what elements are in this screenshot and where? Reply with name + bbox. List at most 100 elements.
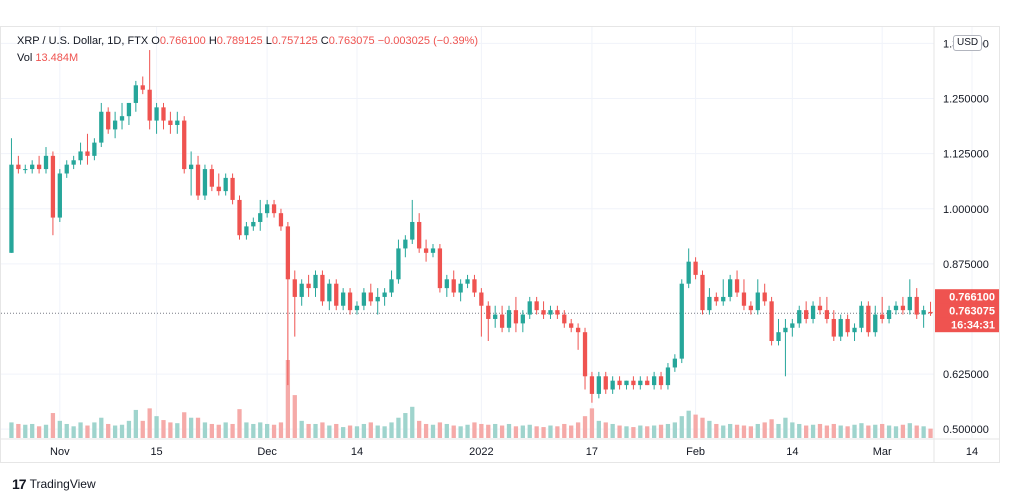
volume-bar bbox=[493, 423, 498, 438]
candle-body bbox=[852, 327, 857, 333]
open-label: O bbox=[151, 35, 160, 47]
volume-bar bbox=[638, 425, 643, 438]
volume-bar bbox=[610, 423, 615, 438]
volume-bar bbox=[548, 425, 553, 438]
candle-body bbox=[230, 177, 235, 200]
candle-body bbox=[700, 274, 705, 311]
candle-body bbox=[527, 301, 532, 315]
volume-bar bbox=[16, 423, 21, 438]
candle-body bbox=[603, 376, 608, 390]
candle-body bbox=[734, 279, 740, 293]
candle-body bbox=[147, 89, 152, 121]
volume-bar bbox=[575, 422, 581, 438]
candle-body bbox=[264, 204, 270, 214]
candle-body bbox=[831, 318, 836, 337]
currency-button[interactable]: USD bbox=[953, 35, 983, 51]
candle-body bbox=[755, 292, 760, 311]
candle-body bbox=[223, 177, 228, 192]
candle-body bbox=[36, 164, 42, 170]
volume-bar bbox=[852, 424, 857, 438]
candle-body bbox=[499, 314, 505, 328]
volume-bar bbox=[783, 417, 788, 438]
candle-body bbox=[790, 323, 795, 328]
candle-body bbox=[106, 111, 111, 130]
candle-body bbox=[886, 310, 892, 319]
candle-body bbox=[195, 164, 201, 196]
volume-bar bbox=[202, 422, 208, 438]
volume-bar bbox=[50, 413, 56, 438]
candle-body bbox=[555, 310, 560, 315]
candle-body bbox=[589, 376, 595, 394]
volume-bar bbox=[306, 423, 311, 438]
volume-bar bbox=[382, 426, 387, 438]
volume-bar bbox=[562, 423, 567, 438]
candle-body bbox=[119, 116, 125, 121]
volume-bar bbox=[285, 360, 291, 438]
candle-body bbox=[714, 296, 719, 302]
volume-bar bbox=[734, 424, 740, 438]
time-tick-label: Nov bbox=[50, 446, 70, 458]
volume-bar bbox=[99, 417, 104, 438]
volume-bar bbox=[43, 424, 49, 438]
open-price-badge-bg bbox=[935, 289, 999, 305]
candle-body bbox=[285, 226, 291, 280]
tradingview-footer[interactable]: 17 TradingView bbox=[12, 475, 96, 493]
candle-body bbox=[140, 85, 145, 90]
volume-bar bbox=[686, 410, 691, 438]
candle-body bbox=[437, 248, 443, 289]
candle-body bbox=[202, 169, 208, 196]
volume-bar bbox=[873, 424, 878, 438]
candle-body bbox=[9, 164, 14, 253]
volume-bar bbox=[886, 425, 892, 438]
candle-body bbox=[651, 376, 657, 386]
volume-bar bbox=[334, 423, 339, 438]
volume-bar bbox=[92, 422, 97, 438]
candle-body bbox=[534, 301, 539, 311]
volume-bar bbox=[707, 420, 712, 438]
time-tick-label: Feb bbox=[686, 446, 705, 458]
candle-body bbox=[451, 279, 456, 293]
volume-bar bbox=[928, 428, 933, 438]
volume-bar bbox=[209, 423, 215, 438]
volume-bar bbox=[30, 423, 35, 438]
volume-bar bbox=[430, 424, 436, 438]
candle-body bbox=[838, 318, 843, 337]
price-tick-label: 0.875000 bbox=[943, 259, 989, 271]
candle-body bbox=[258, 213, 263, 222]
price-axis: 1.3750001.2500001.1250001.0000000.875000… bbox=[943, 38, 989, 436]
candle-body bbox=[748, 305, 754, 311]
volume-bar bbox=[679, 416, 684, 438]
volume-bar bbox=[582, 416, 588, 438]
volume-bar bbox=[645, 426, 650, 438]
candle-body bbox=[541, 310, 546, 315]
volume-bar bbox=[824, 425, 830, 438]
volume-bar bbox=[790, 422, 795, 438]
candle-body bbox=[762, 292, 767, 302]
candle-body bbox=[479, 292, 484, 306]
volume-bar bbox=[389, 422, 394, 438]
volume-bar bbox=[368, 422, 373, 438]
candle-body bbox=[382, 292, 387, 297]
volume-bar bbox=[472, 422, 477, 438]
candle-body bbox=[569, 323, 574, 328]
candle-body bbox=[444, 279, 449, 289]
volume-bar bbox=[797, 423, 802, 438]
volume-bar bbox=[271, 424, 277, 438]
volume-bar bbox=[437, 422, 443, 438]
candle-body bbox=[665, 367, 671, 386]
close-label: C bbox=[320, 35, 329, 47]
candle-body bbox=[900, 305, 906, 311]
candle-body bbox=[209, 169, 215, 187]
volume-bar bbox=[755, 423, 760, 438]
volume-bar bbox=[831, 423, 836, 438]
candle-body bbox=[423, 248, 429, 253]
candle-body bbox=[693, 261, 698, 275]
volume-bar bbox=[126, 420, 132, 438]
candle-body bbox=[30, 164, 35, 170]
candle-body bbox=[596, 376, 601, 394]
candle-body bbox=[866, 305, 871, 333]
volume-bar bbox=[596, 420, 601, 438]
volume-bar bbox=[375, 425, 380, 438]
candle-body bbox=[727, 279, 733, 297]
